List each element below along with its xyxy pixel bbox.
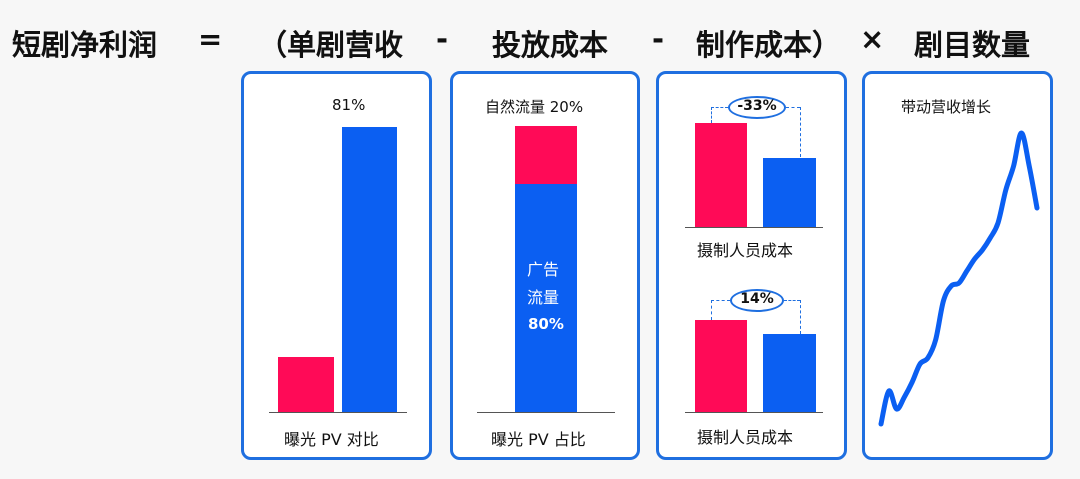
staff-bottom-axis-label: 摄制人员成本 [697, 428, 794, 447]
formula-times: × [860, 22, 885, 56]
formula-production-cost: 制作成本） [696, 28, 842, 62]
formula-net-profit: 短剧净利润 [12, 28, 158, 62]
formula-revenue: （单剧营收 [258, 28, 404, 62]
exposure-axis [269, 412, 407, 413]
traffic-axis [477, 412, 615, 413]
exposure-panel: 81% 曝光 PV 对比 [241, 71, 432, 460]
traffic-axis-label: 曝光 PV 占比 [491, 430, 586, 449]
revenue-growth-panel: 带动营收增长 [862, 71, 1053, 460]
formula-minus-1: - [436, 22, 449, 56]
staff-bottom-axis [685, 412, 823, 413]
staff-bottom-connector-left [711, 300, 730, 301]
formula-equals: = [198, 22, 223, 56]
staff-top-axis-label: 摄制人员成本 [697, 241, 794, 260]
staff-bottom-bar-red [695, 320, 747, 412]
formula-header: 短剧净利润 = （单剧营收 - 投放成本 - 制作成本） × 剧目数量 [0, 18, 1080, 66]
exposure-bar-red [278, 357, 334, 412]
staff-top-connector-right [786, 107, 800, 108]
revenue-growth-title: 带动营收增长 [901, 98, 992, 116]
ad-traffic-segment [515, 184, 577, 412]
formula-minus-2: - [652, 22, 665, 56]
ad-traffic-label-line1: 广告 [527, 260, 560, 279]
revenue-growth-line [878, 130, 1040, 427]
organic-traffic-segment [515, 126, 577, 184]
staff-bottom-connector-left-drop [711, 300, 712, 320]
staff-top-connector-right-drop [800, 107, 801, 157]
exposure-axis-label: 曝光 PV 对比 [284, 430, 379, 449]
ad-traffic-label-line2: 流量 [527, 288, 560, 307]
formula-drama-count: 剧目数量 [914, 28, 1031, 62]
staff-cost-panel: -33% 摄制人员成本 14% 摄制人员成本 [656, 71, 847, 460]
staff-change-bottom-badge: 14% [730, 289, 784, 312]
staff-bottom-connector-right-drop [800, 300, 801, 334]
staff-top-connector-left-drop [711, 107, 712, 123]
staff-top-connector-left [711, 107, 728, 108]
staff-top-bar-blue [763, 158, 816, 227]
revenue-growth-chart [878, 130, 1040, 427]
traffic-panel: 自然流量 20% 广告 流量 80% 曝光 PV 占比 [450, 71, 640, 460]
exposure-bar-blue [342, 127, 397, 412]
staff-change-top-badge: -33% [728, 96, 786, 119]
organic-traffic-label: 自然流量 20% [485, 98, 584, 116]
staff-top-bar-red [695, 123, 747, 227]
staff-bottom-connector-right [784, 300, 800, 301]
staff-top-axis [685, 227, 823, 228]
ad-traffic-value: 80% [528, 315, 564, 333]
staff-bottom-bar-blue [763, 334, 816, 412]
formula-ad-cost: 投放成本 [492, 28, 609, 62]
exposure-value-label: 81% [332, 96, 366, 114]
